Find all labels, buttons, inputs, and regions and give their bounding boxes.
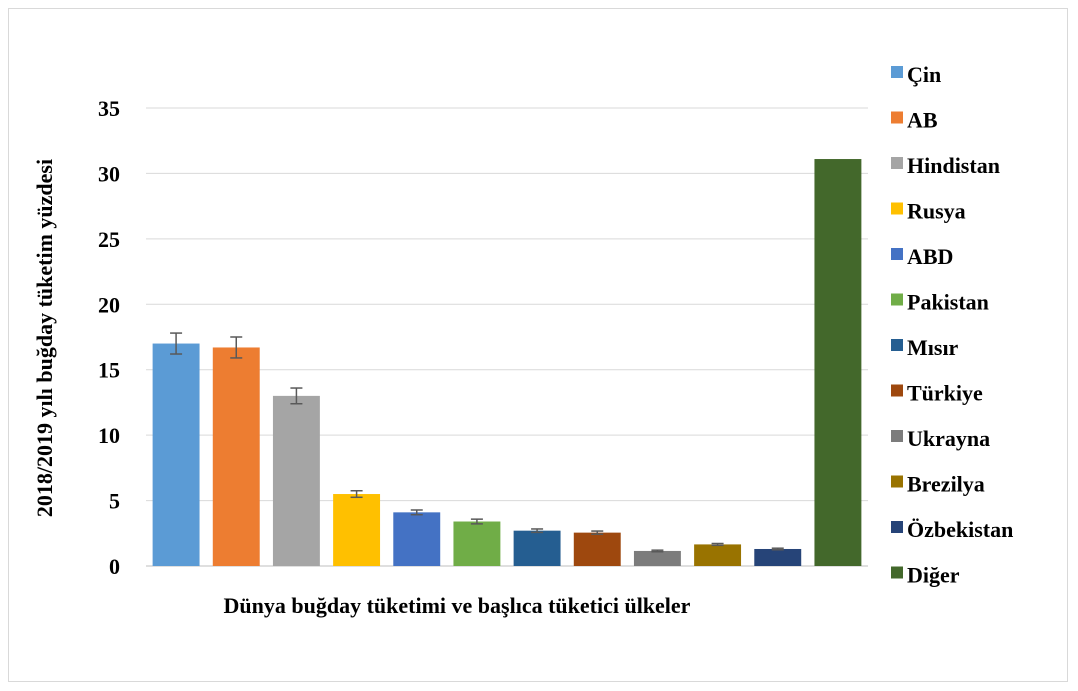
bar-ab [212, 347, 260, 566]
bar-pakistan [453, 521, 501, 566]
gridlines [146, 107, 868, 567]
legend-swatch [891, 384, 903, 397]
bar-turkiye [573, 532, 621, 566]
legend-swatch [891, 293, 903, 306]
error-bar [290, 387, 303, 405]
legend-item: Pakistan [891, 290, 989, 315]
legend-item: Hindistan [891, 153, 1000, 178]
bar-rusya [333, 494, 381, 566]
x-axis-title: Dünya buğday tüketimi ve başlıca tüketic… [224, 593, 691, 618]
error-bar [711, 542, 724, 547]
legend-swatch [891, 475, 903, 488]
legend-label: Pakistan [907, 290, 989, 315]
bar-abd [393, 512, 441, 566]
error-bars [170, 332, 784, 553]
legend-swatch [891, 157, 903, 169]
legend-item: AB [891, 108, 938, 133]
legend-item: Ukrayna [891, 426, 990, 451]
error-bar [470, 518, 483, 525]
legend-label: Brezilya [907, 472, 985, 497]
error-bar [651, 549, 664, 553]
error-bar [531, 528, 544, 534]
legend-label: Türkiye [907, 381, 983, 406]
y-tick-label: 20 [98, 292, 120, 317]
legend-label: Diğer [907, 563, 960, 588]
y-tick-label: 5 [109, 489, 120, 514]
legend-label: Hindistan [907, 153, 1000, 178]
legend-item: Rusya [891, 199, 966, 224]
legend-item: Özbekistan [891, 517, 1013, 542]
bar-cin [152, 343, 200, 566]
error-bar [230, 336, 243, 359]
legend-swatch [891, 430, 903, 442]
legend-item: Diğer [891, 563, 960, 588]
error-bar [771, 547, 784, 551]
y-tick-label: 0 [109, 554, 120, 579]
y-tick-label: 10 [98, 423, 120, 448]
error-bar [591, 530, 604, 535]
y-tick-label: 35 [98, 96, 120, 121]
bar-hindistan [272, 395, 320, 566]
legend-label: Çin [907, 62, 941, 87]
legend-swatch [891, 66, 903, 78]
legend-item: Mısır [891, 335, 959, 360]
legend-label: ABD [907, 244, 953, 269]
legend-label: Ukrayna [907, 426, 990, 451]
legend-label: Mısır [907, 335, 959, 360]
legend-item: Çin [891, 62, 941, 87]
y-tick-label: 30 [98, 161, 120, 186]
y-tick-label: 25 [98, 227, 120, 252]
legend-label: Rusya [907, 199, 966, 224]
legend-swatch [891, 521, 903, 533]
bar-ozbekistan [754, 548, 802, 566]
bar-brezilya [694, 544, 742, 566]
y-tick-labels: 0 5 10 15 20 25 30 35 [98, 96, 120, 579]
y-axis-title: 2018/2019 yılı buğday tüketim yüzdesi [32, 159, 57, 517]
legend-item: Türkiye [891, 381, 983, 406]
legend-label: AB [907, 108, 938, 133]
y-tick-label: 15 [98, 358, 120, 383]
error-bar [410, 509, 423, 516]
legend-item: Brezilya [891, 472, 985, 497]
legend-label: Özbekistan [907, 517, 1013, 542]
legend-swatch [891, 248, 903, 260]
bar-msr [513, 530, 561, 566]
error-bar [170, 332, 183, 355]
legend: Çin AB Hindistan Rusya ABD Pakistan Mısır Türki… [891, 62, 1013, 588]
legend-swatch [891, 339, 903, 351]
error-bar [350, 490, 363, 499]
legend-swatch [891, 202, 903, 215]
legend-swatch [891, 111, 903, 124]
bar-ukrayna [633, 550, 681, 566]
bars [152, 159, 862, 566]
legend-item: ABD [891, 244, 953, 269]
legend-swatch [891, 566, 903, 579]
bar-diger [814, 159, 862, 566]
